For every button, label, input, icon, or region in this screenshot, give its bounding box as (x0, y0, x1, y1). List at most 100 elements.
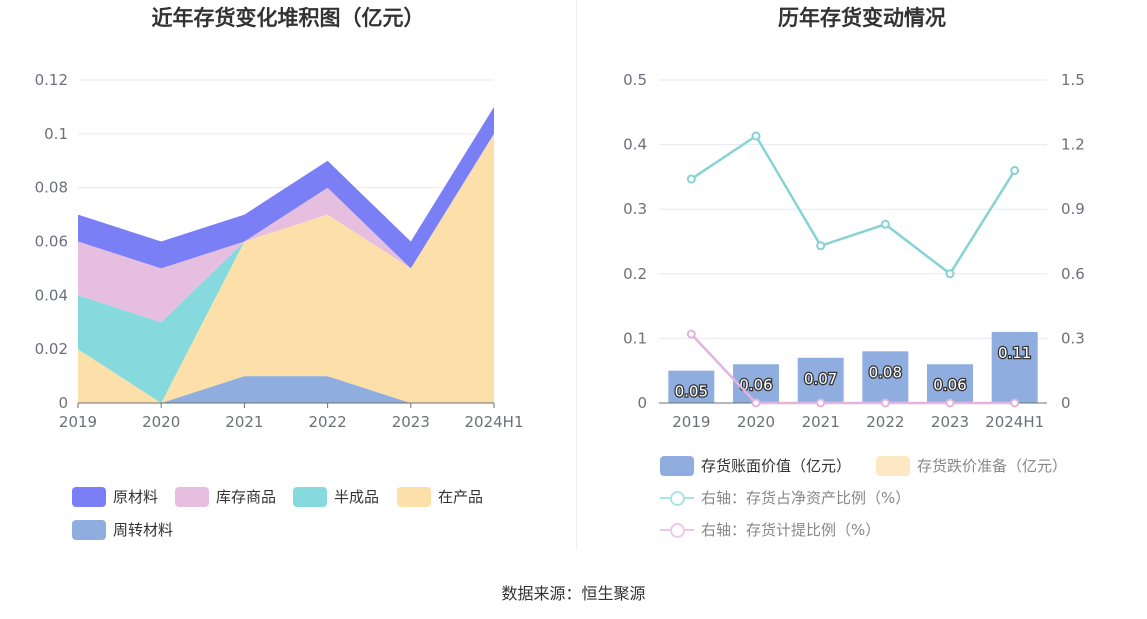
line-point (816, 241, 826, 251)
line-point (945, 398, 955, 408)
right-chart-legend: 存货账面价值（亿元） 存货跌价准备（亿元） 右轴：存货占净资产比例（%） 右轴：存货计… (577, 0, 1147, 550)
legend-item[interactable]: 库存商品 (175, 486, 276, 507)
y-tick-label: 0.04 (35, 286, 68, 304)
y-tick-label: 0.02 (35, 340, 68, 358)
bar-value-label: 0.08 (869, 363, 902, 381)
inventory-bar (862, 351, 909, 403)
y-tick-label: 0.1 (44, 125, 68, 143)
line-point (1010, 398, 1020, 408)
area-series (78, 376, 494, 403)
line-point (816, 398, 826, 408)
legend-label: 半成品 (334, 488, 380, 506)
line-point (686, 174, 696, 184)
legend-swatch (72, 519, 106, 540)
legend-item[interactable]: 半成品 (293, 486, 379, 507)
y-tick-label: 0 (58, 394, 68, 412)
y-right-tick-label: 1.5 (1061, 71, 1085, 89)
bar-value-label: 0.11 (998, 344, 1031, 362)
panel-divider (576, 0, 577, 550)
x-tick-label: 2021 (225, 413, 263, 431)
data-source-note: 数据来源：恒生聚源 (501, 584, 646, 603)
line-series (690, 333, 1015, 405)
legend-item[interactable]: 周转材料 (72, 519, 173, 540)
legend-item[interactable]: 在产品 (397, 486, 483, 507)
inventory-bar (991, 331, 1038, 403)
legend-item[interactable]: 右轴：存货占净资产比例（%） (660, 487, 910, 508)
line-point (751, 398, 761, 408)
legend-swatch (397, 486, 431, 507)
legend-swatch (876, 455, 910, 476)
inventory-bar (668, 370, 715, 403)
line-point (1010, 165, 1020, 175)
x-tick-label: 2020 (737, 413, 775, 431)
y-right-tick-label: 0.9 (1061, 200, 1085, 218)
area-series (78, 106, 494, 269)
right-chart-title: 历年存货变动情况 (778, 6, 946, 30)
y-left-tick-label: 0.1 (623, 329, 647, 347)
inventory-bar (797, 357, 844, 403)
x-tick-label: 2024H1 (985, 413, 1044, 431)
y-left-tick-label: 0.3 (623, 200, 647, 218)
line-point (880, 219, 890, 229)
x-tick-label: 2019 (59, 413, 97, 431)
stacked-area-chart: 0 0.02 0.04 0.06 0.08 0.1 0.12 2019 2020 2021 2022… (35, 71, 524, 431)
legend-label: 周转材料 (113, 521, 174, 539)
y-right-tick-label: 0.6 (1061, 265, 1085, 283)
x-tick-label: 2019 (672, 413, 710, 431)
inventory-bar (927, 364, 973, 403)
y-left-tick-label: 0.5 (623, 71, 647, 89)
legend-label: 库存商品 (216, 488, 277, 506)
line-point (880, 398, 890, 408)
left-chart-panel: 近年存货变化堆积图（亿元） 0 0.02 0.04 0.06 0.08 0.1 0.12 20… (0, 0, 576, 550)
legend-label: 在产品 (438, 488, 484, 506)
y-left-tick-label: 0 (637, 394, 647, 412)
legend-swatch (660, 488, 694, 508)
y-left-tick-label: 0.4 (623, 136, 647, 154)
y-right-tick-label: 0 (1061, 394, 1071, 412)
y-tick-label: 0.06 (35, 233, 68, 251)
x-tick-label: 2023 (931, 413, 969, 431)
line-point (686, 329, 696, 339)
legend-item[interactable]: 右轴：存货计提比例（%） (660, 519, 880, 540)
y-tick-label: 0.12 (35, 71, 68, 89)
legend-item[interactable]: 存货账面价值（亿元） (660, 455, 851, 476)
line-series (690, 134, 1016, 276)
right-chart-panel: 历年存货变动情况 0 0.1 0.2 0.3 0.4 0.5 0 0.3 0.6 0.9 1.2 1.… (577, 0, 1147, 550)
line-point (751, 131, 761, 141)
bar-value-label: 0.07 (804, 370, 837, 388)
legend-swatch (72, 486, 106, 507)
legend-item[interactable]: 存货跌价准备（亿元） (876, 455, 1067, 476)
bar-value-label: 0.05 (675, 383, 708, 401)
y-tick-label: 0.08 (35, 179, 68, 197)
legend-item[interactable]: 原材料 (72, 486, 158, 507)
legend-label: 原材料 (113, 488, 159, 506)
x-tick-label: 2021 (802, 413, 840, 431)
legend-marker (670, 522, 685, 538)
bar-value-label: 0.06 (739, 376, 772, 394)
legend-label: 存货账面价值（亿元） (701, 457, 852, 475)
legend-label: 存货跌价准备（亿元） (917, 457, 1068, 475)
legend-swatch (293, 486, 327, 507)
inventory-bar (733, 364, 779, 403)
x-tick-label: 2023 (392, 413, 430, 431)
line-point (945, 269, 955, 279)
area-series (78, 133, 494, 323)
x-tick-label: 2020 (142, 413, 180, 431)
legend-swatch (175, 486, 209, 507)
x-tick-label: 2022 (866, 413, 904, 431)
legend-label: 右轴：存货占净资产比例（%） (701, 489, 911, 507)
bar-value-label: 0.06 (933, 376, 966, 394)
inventory-bar-line-chart: 0 0.1 0.2 0.3 0.4 0.5 0 0.3 0.6 0.9 1.2 1.5 0.05 0.06… (623, 71, 1085, 431)
x-tick-label: 2022 (309, 413, 347, 431)
left-chart-title: 近年存货变化堆积图（亿元） (151, 6, 425, 30)
left-chart-legend: 原材料 库存商品 半成品 在产品周转材料 (0, 0, 576, 550)
area-series (78, 133, 494, 404)
legend-swatch (660, 520, 694, 540)
legend-marker (670, 490, 685, 506)
y-left-tick-label: 0.2 (623, 265, 647, 283)
y-right-tick-label: 0.3 (1061, 329, 1085, 347)
legend-swatch (660, 455, 694, 476)
x-tick-label: 2024H1 (465, 413, 524, 431)
area-series (78, 133, 494, 404)
y-right-tick-label: 1.2 (1061, 136, 1085, 154)
